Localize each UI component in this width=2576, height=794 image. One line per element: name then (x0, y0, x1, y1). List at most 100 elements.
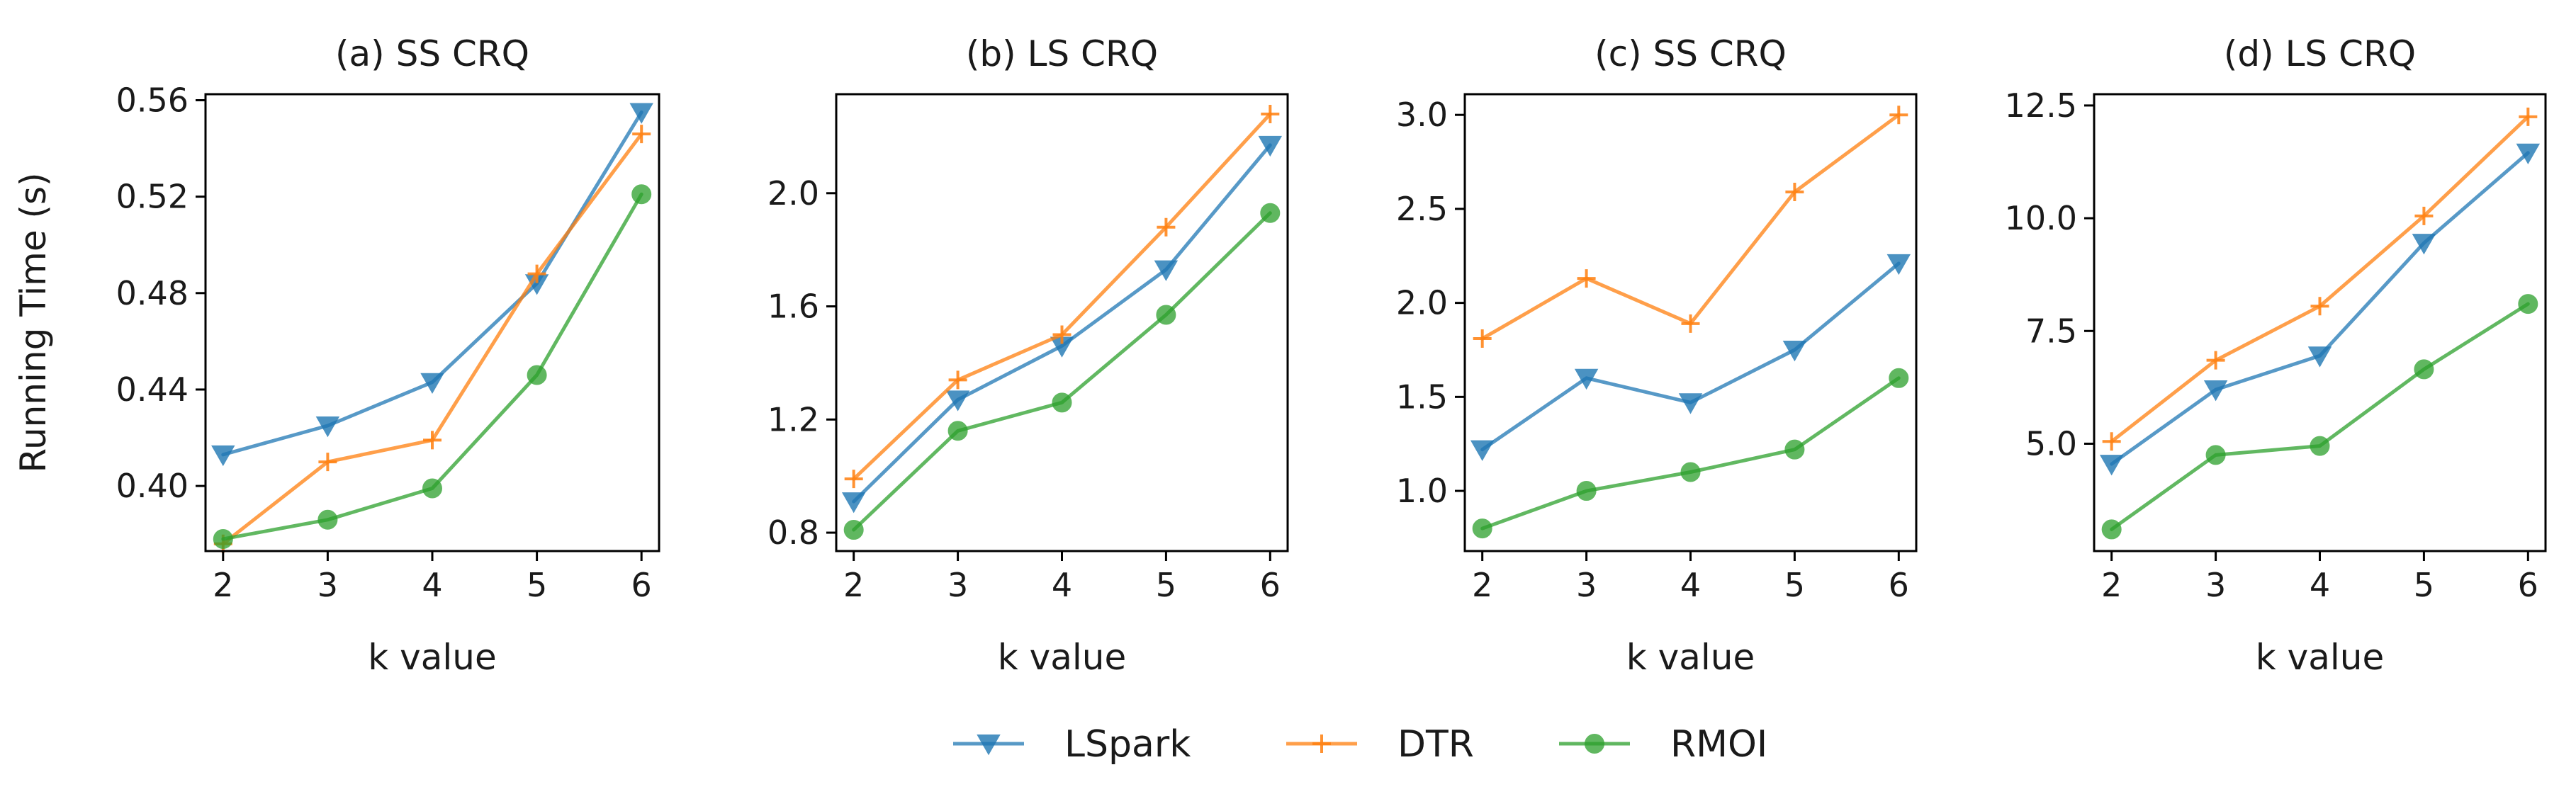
data-point-rmoi-5 (2414, 359, 2434, 380)
y-tick-label: 1.0 (1396, 472, 1448, 510)
series-rmoi (213, 184, 652, 549)
chart-panels: (a) SS CRQ 2 3 4 5 6 0.40 0.44 0.48 0.52 0.56 k val… (13, 33, 2547, 678)
data-point-lspark-5 (2412, 234, 2436, 255)
x-tick-label: 4 (1052, 566, 1072, 604)
series-line-rmoi (2110, 302, 2530, 531)
x-tick-label: 6 (1889, 566, 1909, 604)
data-point-lspark-6 (1886, 254, 1911, 276)
series-lspark (211, 103, 653, 467)
panel-1: (a) SS CRQ 2 3 4 5 6 0.40 0.44 0.48 0.52 0.56 k val… (13, 33, 660, 678)
x-tick-label: 3 (317, 566, 338, 604)
series-rmoi (1472, 368, 1909, 539)
x-tick-label: 4 (422, 566, 442, 604)
x-axis-label: k value (368, 637, 496, 678)
data-point-lspark-3 (315, 416, 340, 438)
y-tick-label: 0.52 (116, 178, 189, 216)
x-tick-label: 4 (2310, 566, 2330, 604)
panel-title: (d) LS CRQ (2224, 33, 2416, 74)
data-point-lspark-4 (2307, 346, 2332, 368)
data-point-dtr-5 (1785, 183, 1804, 202)
x-tick-label: 6 (1260, 566, 1281, 604)
y-tick-label: 2.0 (767, 174, 819, 212)
x-tick-label: 2 (213, 566, 233, 604)
data-point-dtr-3 (1577, 269, 1596, 288)
data-point-rmoi-2 (1472, 518, 1492, 539)
series-line-dtr (2110, 115, 2530, 443)
y-tick-label: 1.5 (1396, 378, 1448, 416)
data-point-lspark-2 (1470, 440, 1495, 461)
data-point-rmoi-2 (843, 520, 864, 540)
series-line-lspark (221, 110, 643, 457)
y-tick-label: 0.40 (116, 467, 189, 505)
x-axis-label: k value (1626, 637, 1755, 678)
data-point-dtr-6 (1261, 104, 1280, 123)
y-tick-label: 12.5 (2005, 86, 2077, 125)
data-point-lspark-3 (945, 390, 970, 412)
data-point-dtr-2 (2102, 432, 2121, 451)
data-point-rmoi-3 (947, 421, 968, 441)
series-rmoi (2101, 294, 2538, 540)
panel-3: (c) SS CRQ 2 3 4 5 6 1.0 1.5 2.0 2.5 3.0 k value (1396, 33, 1918, 678)
x-axis-label: k value (998, 637, 1126, 678)
legend-item-rmoi: RMOI (1559, 723, 1767, 766)
y-tick-label: 0.48 (116, 274, 189, 312)
data-point-lspark-4 (1678, 393, 1703, 414)
data-point-rmoi-5 (1156, 305, 1176, 325)
data-point-dtr-3 (948, 370, 967, 390)
x-tick-label: 6 (2518, 566, 2538, 604)
y-tick-label: 7.5 (2025, 312, 2077, 350)
data-point-dtr-4 (1052, 325, 1072, 344)
series-dtr (2102, 107, 2538, 451)
series-lspark (841, 135, 1283, 514)
y-tick-label: 0.8 (767, 514, 819, 552)
x-tick-label: 4 (1680, 566, 1701, 604)
data-point-rmoi-6 (1889, 368, 1909, 388)
legend: LSpark DTR RMOI (953, 723, 1767, 766)
data-point-dtr-3 (2206, 351, 2225, 370)
legend-label: RMOI (1670, 723, 1767, 766)
data-point-dtr-5 (1157, 217, 1176, 237)
panel-4: (d) LS CRQ 2 3 4 5 6 5.0 7.5 10.0 12.5 k value (2005, 33, 2547, 678)
panel-title: (c) SS CRQ (1594, 33, 1787, 74)
data-point-rmoi-3 (317, 509, 338, 530)
x-tick-label: 5 (2414, 566, 2434, 604)
x-tick-label: 6 (631, 566, 652, 604)
y-tick-label: 1.2 (767, 400, 819, 438)
series-line-dtr (852, 112, 1272, 481)
y-tick-label: 3.0 (1396, 96, 1448, 134)
data-point-dtr-3 (318, 453, 337, 472)
x-tick-label: 2 (843, 566, 864, 604)
data-point-dtr-2 (844, 470, 863, 489)
data-point-rmoi-2 (2101, 519, 2122, 540)
y-tick-label: 2.0 (1396, 284, 1448, 322)
series-line-lspark (852, 143, 1272, 504)
legend-item-lspark: LSpark (953, 723, 1191, 766)
data-point-lspark-5 (1782, 340, 1807, 362)
x-tick-label: 5 (1784, 566, 1805, 604)
y-tick-label: 10.0 (2005, 199, 2077, 237)
y-tick-label: 5.0 (2025, 424, 2077, 463)
y-tick-label: 0.44 (116, 370, 189, 409)
data-point-dtr-6 (632, 125, 651, 144)
x-tick-label: 3 (2205, 566, 2226, 604)
data-point-rmoi-4 (2310, 436, 2330, 456)
x-tick-label: 2 (1472, 566, 1492, 604)
x-tick-label: 5 (527, 566, 547, 604)
legend-label: LSpark (1064, 723, 1191, 766)
data-point-dtr-6 (2519, 107, 2538, 126)
series-lspark (1470, 254, 1911, 461)
data-point-lspark-3 (1574, 368, 1599, 390)
series-rmoi (843, 203, 1281, 540)
data-point-lspark-2 (2099, 455, 2124, 476)
data-point-rmoi-4 (1680, 462, 1701, 482)
data-point-dtr-4 (423, 431, 441, 450)
panel-title: (a) SS CRQ (335, 33, 529, 74)
y-tick-label: 2.5 (1396, 190, 1448, 228)
x-axis-label: k value (2256, 637, 2384, 678)
data-point-rmoi-5 (1784, 439, 1805, 460)
legend-label: DTR (1397, 723, 1474, 766)
legend-marker-rmoi (1585, 734, 1604, 754)
x-tick-label: 3 (947, 566, 968, 604)
panel-title: (b) LS CRQ (966, 33, 1158, 74)
